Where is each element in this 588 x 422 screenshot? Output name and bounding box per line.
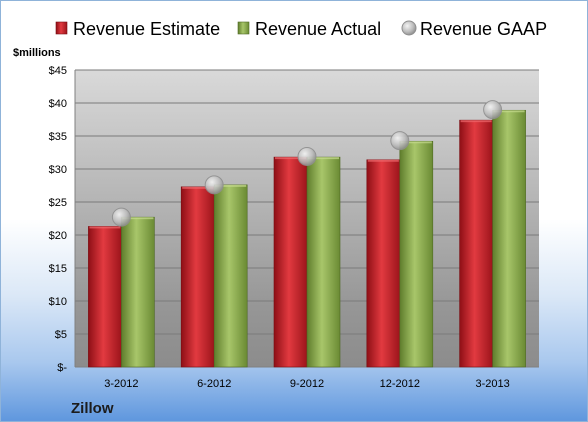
y-tick-label: $10 <box>49 296 67 308</box>
bar-revenue-estimate <box>459 119 493 368</box>
y-tick-label: $35 <box>49 131 67 143</box>
bar-highlight <box>122 217 154 220</box>
legend-swatch-estimate <box>55 21 68 35</box>
marker-revenue-gaap <box>390 131 410 151</box>
marker-revenue-gaap <box>483 100 503 120</box>
y-tick-label: $15 <box>49 263 67 275</box>
bar-highlight <box>308 157 339 160</box>
y-axis: $- $5 $10 $15 $20 $25 $30 $35 $40 $45 <box>49 65 68 374</box>
bar-highlight <box>275 157 306 160</box>
bar-revenue-actual <box>492 109 526 368</box>
bar-revenue-actual <box>306 156 341 368</box>
bar-revenue-estimate <box>180 186 215 368</box>
y-tick-label: $25 <box>49 197 67 209</box>
y-axis-unit-label: $millions <box>13 47 61 59</box>
bar-highlight <box>460 120 492 123</box>
bar-revenue-actual <box>121 216 155 368</box>
bars <box>88 109 526 368</box>
legend-label: Revenue GAAP <box>420 19 547 39</box>
marker-revenue-gaap <box>204 175 224 195</box>
y-tick-label: $20 <box>49 230 67 242</box>
legend-label: Revenue Actual <box>255 19 381 39</box>
company-name: Zillow <box>71 400 114 417</box>
bar-highlight <box>89 226 121 229</box>
bar-highlight <box>182 186 214 189</box>
x-axis: 3-2012 6-2012 9-2012 12-2012 3-2013 <box>104 378 509 390</box>
legend-swatch-actual <box>237 21 250 35</box>
x-tick-label: 3-2012 <box>104 378 138 390</box>
legend-label: Revenue Estimate <box>73 19 220 39</box>
y-tick-label: $40 <box>49 98 67 110</box>
y-tick-label: $- <box>57 362 67 374</box>
bar-revenue-estimate <box>366 159 401 368</box>
legend-swatch-gaap <box>401 20 417 36</box>
bar-revenue-actual <box>213 184 248 368</box>
y-tick-label: $30 <box>49 164 67 176</box>
x-tick-label: 6-2012 <box>197 378 231 390</box>
bar-revenue-estimate <box>88 226 122 368</box>
bar-highlight <box>400 141 432 144</box>
marker-revenue-gaap <box>297 146 317 166</box>
y-tick-label: $45 <box>49 65 67 77</box>
gaap-markers <box>111 100 503 227</box>
marker-revenue-gaap <box>111 207 131 227</box>
bar-highlight <box>215 184 247 187</box>
bar-highlight <box>367 159 399 162</box>
x-tick-label: 12-2012 <box>380 378 420 390</box>
x-tick-label: 9-2012 <box>290 378 324 390</box>
bar-revenue-actual <box>399 140 434 368</box>
bar-revenue-estimate <box>273 156 308 368</box>
x-tick-label: 3-2013 <box>475 378 509 390</box>
y-tick-label: $5 <box>55 329 67 341</box>
bar-highlight <box>493 110 525 113</box>
legend: Revenue Estimate Revenue Actual Revenue GA… <box>55 19 547 39</box>
